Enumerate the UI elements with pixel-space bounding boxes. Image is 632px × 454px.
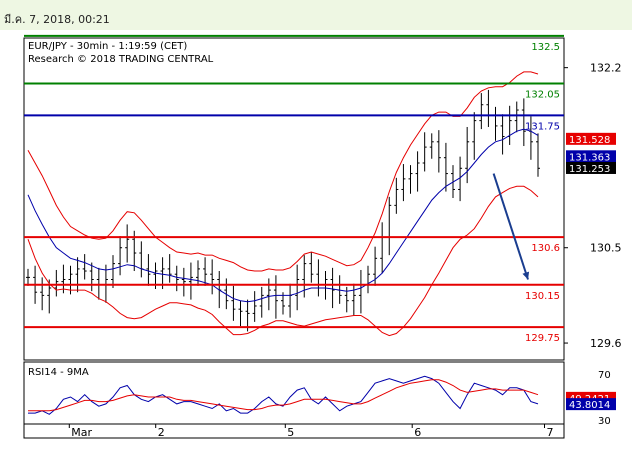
rsi-line — [28, 375, 539, 415]
bollinger-lower-line — [27, 185, 539, 337]
price-layer: 132.5 132.05 131.75 130.6 130.15 129.75 — [24, 34, 564, 344]
price-chart-subtitle: Research © 2018 TRADING CENTRAL — [28, 54, 214, 65]
level-label: 132.5 — [531, 42, 560, 53]
timestamp-text: มี.ค. 7, 2018, 00:21 — [4, 13, 110, 26]
rsi-tag-label: 43.8014 — [569, 400, 610, 411]
level-label: 129.75 — [525, 333, 560, 344]
time-axis-label: 6 — [414, 426, 421, 439]
timestamp-bar: มี.ค. 7, 2018, 00:21 — [0, 0, 632, 30]
time-axis-label: 7 — [547, 426, 554, 439]
price-axis-label: 130.5 — [590, 242, 622, 255]
price-tag-label: 131.363 — [569, 152, 610, 163]
rsi-tag-box — [566, 398, 616, 411]
level-label: 132.05 — [525, 90, 560, 101]
price-tag-box — [566, 132, 616, 145]
rsi-chart-title: RSI14 - 9MA — [28, 367, 89, 378]
time-axis-frame — [23, 423, 565, 439]
price-axis-label: 132.2 — [590, 62, 622, 75]
bollinger-upper-line — [27, 71, 539, 272]
price-chart-title: EUR/JPY - 30min - 1:19:59 (CET) — [28, 41, 187, 52]
level-label: 130.6 — [531, 243, 560, 254]
rsi-axis-label: 70 — [598, 370, 611, 381]
forecast-arrow-head — [522, 271, 530, 280]
time-axis-label: Mar — [71, 426, 92, 439]
price-tag-box — [566, 150, 616, 163]
price-tag-label: 131.253 — [569, 164, 610, 175]
forecast-arrow-line — [492, 173, 529, 280]
time-axis-label: 5 — [287, 426, 294, 439]
price-tag-box — [566, 161, 616, 174]
rsi-ma-line — [28, 379, 539, 412]
rsi-axis-label: 30 — [598, 416, 611, 427]
level-label: 130.15 — [525, 291, 560, 302]
rsi-layer — [28, 375, 539, 415]
moving-average-line — [27, 128, 539, 303]
level-label: 131.75 — [525, 121, 560, 132]
time-axis-label: 2 — [158, 426, 165, 439]
price-axis-label: 129.6 — [590, 337, 622, 350]
price-tag-label: 131.528 — [569, 135, 610, 146]
price-panel-frame — [23, 37, 565, 361]
